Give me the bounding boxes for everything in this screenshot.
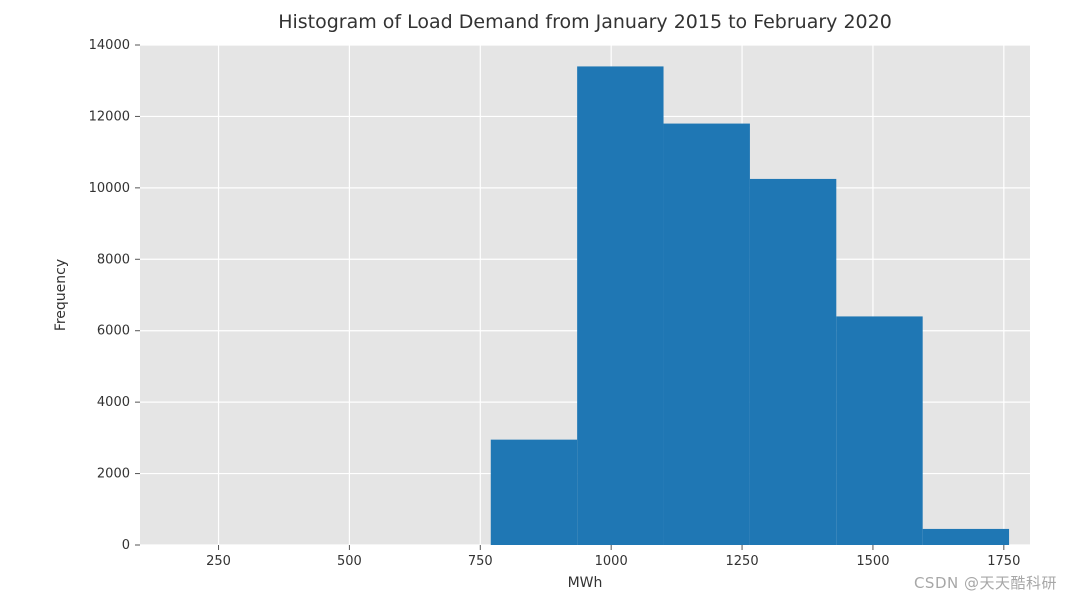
x-tick-label: 1750 xyxy=(987,554,1020,569)
histogram-bar xyxy=(491,440,577,545)
y-tick-label: 8000 xyxy=(97,252,130,267)
y-tick-label: 10000 xyxy=(89,181,130,196)
histogram-chart: 250 500 750 1000 1250 1500 1750 0 2000 4000 6000 80… xyxy=(0,0,1071,599)
y-tick-label: 2000 xyxy=(97,467,130,482)
x-tick-label: 1000 xyxy=(595,554,628,569)
y-tick-label: 12000 xyxy=(89,109,130,124)
y-tick-label: 4000 xyxy=(97,395,130,410)
y-tick-label: 6000 xyxy=(97,324,130,339)
x-tick-label: 250 xyxy=(206,554,231,569)
histogram-bar xyxy=(836,316,922,545)
x-tick-label: 1250 xyxy=(726,554,759,569)
watermark-text: CSDN @天天酷科研 xyxy=(914,572,1057,593)
histogram-bar xyxy=(664,124,750,545)
x-tick-label: 500 xyxy=(337,554,362,569)
chart-title: Histogram of Load Demand from January 20… xyxy=(278,11,892,33)
x-axis-label: MWh xyxy=(568,575,603,591)
y-axis-label: Frequency xyxy=(53,259,69,331)
x-tick-label: 750 xyxy=(468,554,493,569)
histogram-bar xyxy=(923,529,1009,545)
y-tick-label: 0 xyxy=(122,538,130,553)
histogram-bar xyxy=(750,179,836,545)
histogram-bar xyxy=(577,66,663,545)
y-tick-label: 14000 xyxy=(89,38,130,53)
x-tick-label: 1500 xyxy=(856,554,889,569)
chart-svg: 250 500 750 1000 1250 1500 1750 0 2000 4000 6000 80… xyxy=(0,0,1071,599)
